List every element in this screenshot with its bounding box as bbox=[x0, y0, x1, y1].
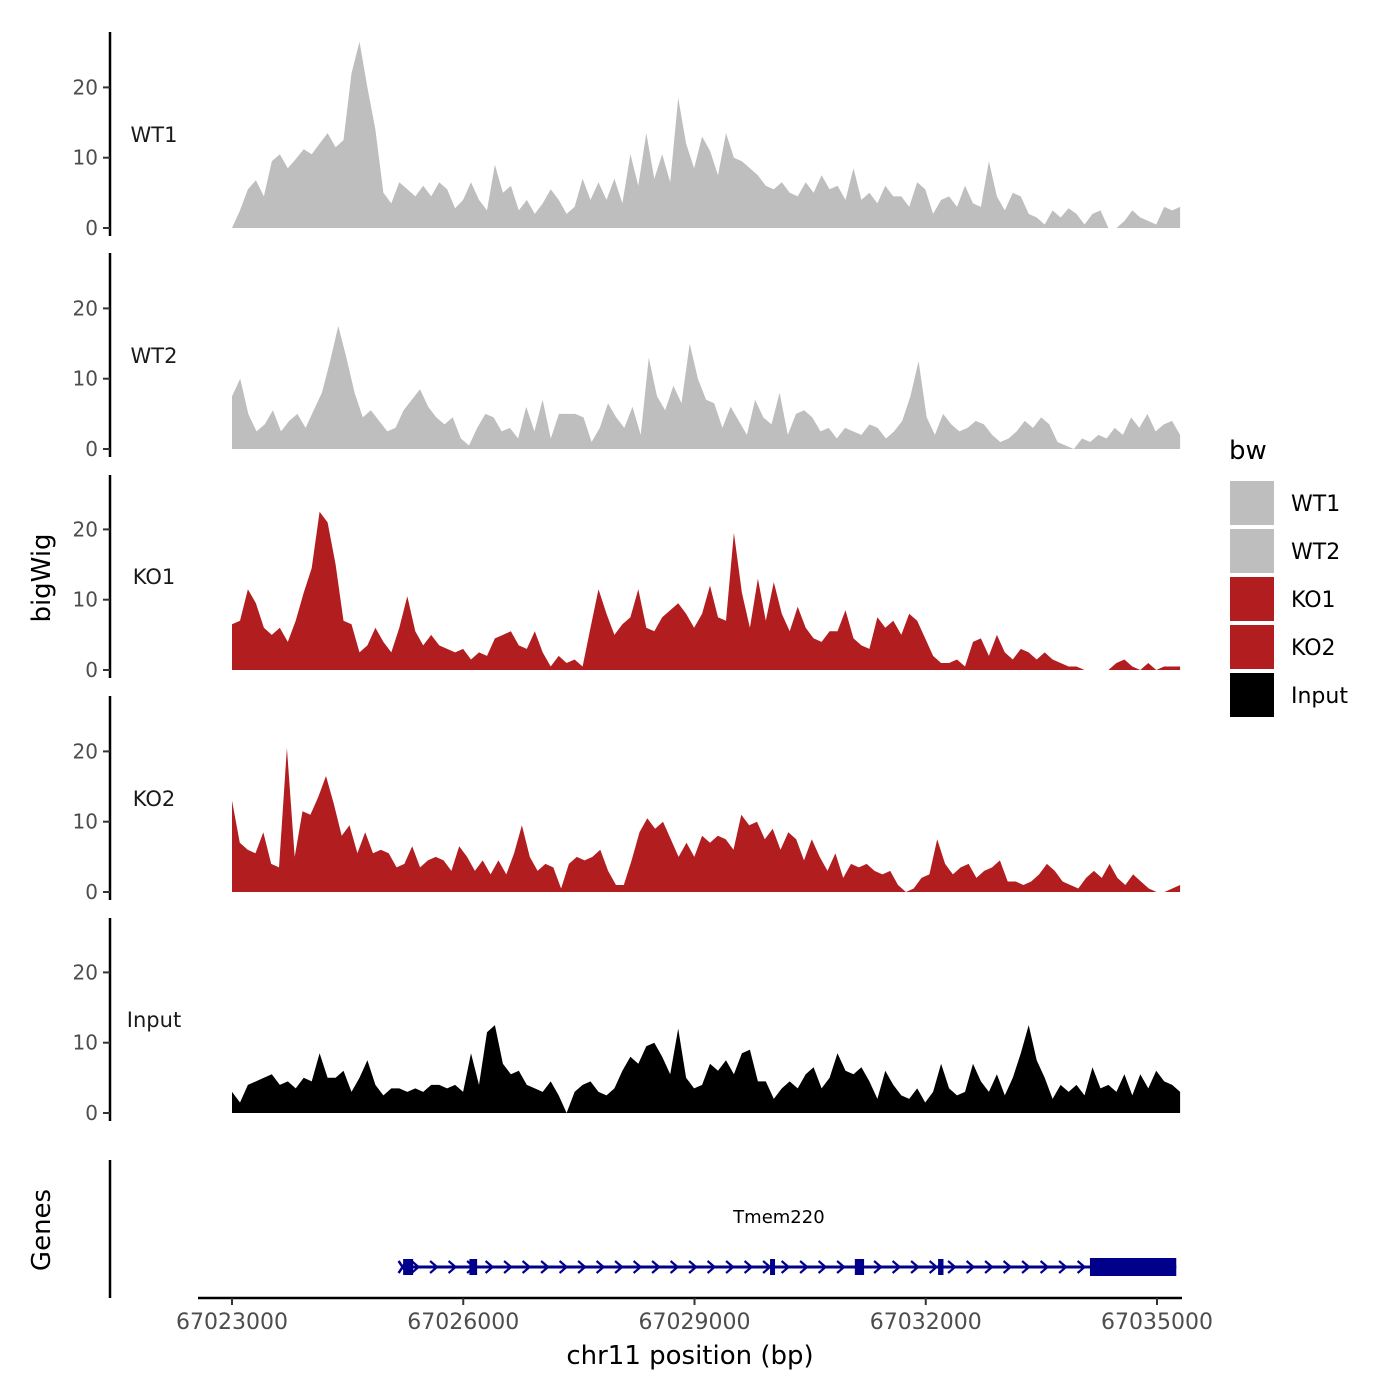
strand-arrow bbox=[595, 1260, 606, 1274]
coverage-area-wt2 bbox=[232, 326, 1181, 449]
track-panels: 0 10 20 WT1 0 10 20 WT2 0 10 20 KO1 0 10 20 KO2 0 10 20 Inp… bbox=[73, 32, 1181, 1125]
strand-arrow bbox=[891, 1260, 902, 1274]
y-tick-label: 20 bbox=[73, 75, 98, 99]
strand-arrow bbox=[1039, 1260, 1050, 1274]
strand-arrow bbox=[1076, 1260, 1087, 1274]
strand-arrow bbox=[743, 1260, 754, 1274]
gene-start-marker bbox=[397, 1260, 408, 1274]
gene-label: Tmem220 bbox=[732, 1207, 825, 1228]
gene-exon bbox=[1089, 1258, 1177, 1276]
coverage-area-wt1 bbox=[232, 41, 1181, 229]
legend-label-ko1: KO1 bbox=[1291, 588, 1336, 613]
y-tick-label: 10 bbox=[73, 1031, 98, 1055]
legend-label-wt2: WT2 bbox=[1291, 540, 1340, 565]
strand-arrow bbox=[725, 1260, 735, 1274]
y-tick-label: 0 bbox=[85, 880, 98, 904]
strand-arrow bbox=[614, 1260, 624, 1274]
y-tick-label: 10 bbox=[73, 146, 98, 170]
y-tick-label: 0 bbox=[85, 216, 98, 240]
gene-exon bbox=[938, 1259, 944, 1275]
gene-exon bbox=[770, 1259, 776, 1275]
y-tick-label: 0 bbox=[85, 1101, 98, 1125]
coverage-area-ko2 bbox=[232, 747, 1181, 892]
strand-arrow bbox=[577, 1260, 587, 1274]
strand-arrow bbox=[503, 1260, 513, 1274]
y-tick-label: 20 bbox=[73, 960, 98, 984]
strand-arrow bbox=[873, 1260, 883, 1274]
strand-arrow bbox=[910, 1260, 920, 1274]
x-tick-label: 67023000 bbox=[176, 1310, 288, 1335]
legend: bw WT1 WT2 KO1 KO2 Input bbox=[1229, 436, 1348, 717]
strand-arrow bbox=[1002, 1260, 1013, 1274]
strand-arrow bbox=[410, 1260, 421, 1274]
strand-arrow bbox=[706, 1260, 717, 1274]
track-panel-wt2: 0 10 20 WT2 bbox=[73, 253, 1181, 461]
strand-arrow bbox=[780, 1260, 791, 1274]
y-tick-label: 0 bbox=[85, 437, 98, 461]
panel-label-input: Input bbox=[127, 1008, 181, 1032]
strand-arrow bbox=[632, 1260, 643, 1274]
strand-arrow bbox=[965, 1260, 976, 1274]
strand-arrow bbox=[447, 1260, 458, 1274]
legend-key-input bbox=[1230, 673, 1274, 717]
y-tick-label: 10 bbox=[73, 810, 98, 834]
legend-key-ko2 bbox=[1230, 625, 1274, 669]
strand-arrow bbox=[688, 1260, 698, 1274]
y-tick-label: 20 bbox=[73, 296, 98, 320]
y-tick-label: 20 bbox=[73, 739, 98, 763]
x-axis: 67023000 67026000 67029000 67032000 67035000 bbox=[176, 1296, 1213, 1335]
strand-arrow bbox=[1058, 1260, 1068, 1274]
coverage-area-input bbox=[232, 1025, 1181, 1113]
legend-label-input: Input bbox=[1291, 684, 1348, 709]
strand-arrow bbox=[484, 1260, 495, 1274]
strand-arrow bbox=[836, 1260, 846, 1274]
strand-arrow bbox=[1021, 1260, 1031, 1274]
strand-arrow bbox=[928, 1260, 939, 1274]
gene-exon bbox=[854, 1259, 865, 1275]
track-panel-ko2: 0 10 20 KO2 bbox=[73, 696, 1181, 904]
gene-exon bbox=[403, 1259, 414, 1275]
strand-arrow bbox=[984, 1260, 994, 1274]
x-tick-label: 67032000 bbox=[870, 1310, 982, 1335]
strand-arrow bbox=[558, 1260, 569, 1274]
track-panel-input: 0 10 20 Input bbox=[73, 918, 1181, 1125]
strand-arrow bbox=[817, 1260, 828, 1274]
legend-key-ko1 bbox=[1230, 577, 1274, 621]
x-tick-label: 67029000 bbox=[639, 1310, 751, 1335]
y-axis-label: bigWig bbox=[27, 533, 57, 622]
coverage-area-ko1 bbox=[232, 511, 1181, 670]
y-tick-label: 20 bbox=[73, 517, 98, 541]
x-axis-label: chr11 position (bp) bbox=[566, 1341, 813, 1371]
strand-arrow bbox=[540, 1260, 550, 1274]
legend-label-wt1: WT1 bbox=[1291, 492, 1340, 517]
panel-label-wt1: WT1 bbox=[131, 123, 178, 147]
strand-arrow bbox=[947, 1260, 957, 1274]
genes-axis-label: Genes bbox=[27, 1189, 57, 1271]
strand-arrow bbox=[799, 1260, 809, 1274]
strand-arrow bbox=[429, 1260, 439, 1274]
panel-label-ko1: KO1 bbox=[133, 565, 176, 589]
legend-title: bw bbox=[1229, 436, 1267, 466]
track-panel-ko1: 0 10 20 KO1 bbox=[73, 475, 1181, 682]
y-tick-label: 10 bbox=[73, 367, 98, 391]
x-tick-label: 67026000 bbox=[407, 1310, 519, 1335]
panel-label-wt2: WT2 bbox=[131, 344, 178, 368]
legend-key-wt2 bbox=[1230, 529, 1274, 573]
y-tick-label: 0 bbox=[85, 658, 98, 682]
panel-label-ko2: KO2 bbox=[133, 787, 176, 811]
y-tick-label: 10 bbox=[73, 588, 98, 612]
genes-panel: Tmem220 bbox=[108, 1160, 1177, 1298]
strand-arrow bbox=[669, 1260, 680, 1274]
gene-exon bbox=[469, 1259, 478, 1275]
x-tick-label: 67035000 bbox=[1101, 1310, 1213, 1335]
track-panel-wt1: 0 10 20 WT1 bbox=[73, 32, 1181, 240]
strand-arrow bbox=[651, 1260, 661, 1274]
legend-label-ko2: KO2 bbox=[1291, 636, 1336, 661]
strand-arrow bbox=[521, 1260, 532, 1274]
legend-key-wt1 bbox=[1230, 481, 1274, 525]
